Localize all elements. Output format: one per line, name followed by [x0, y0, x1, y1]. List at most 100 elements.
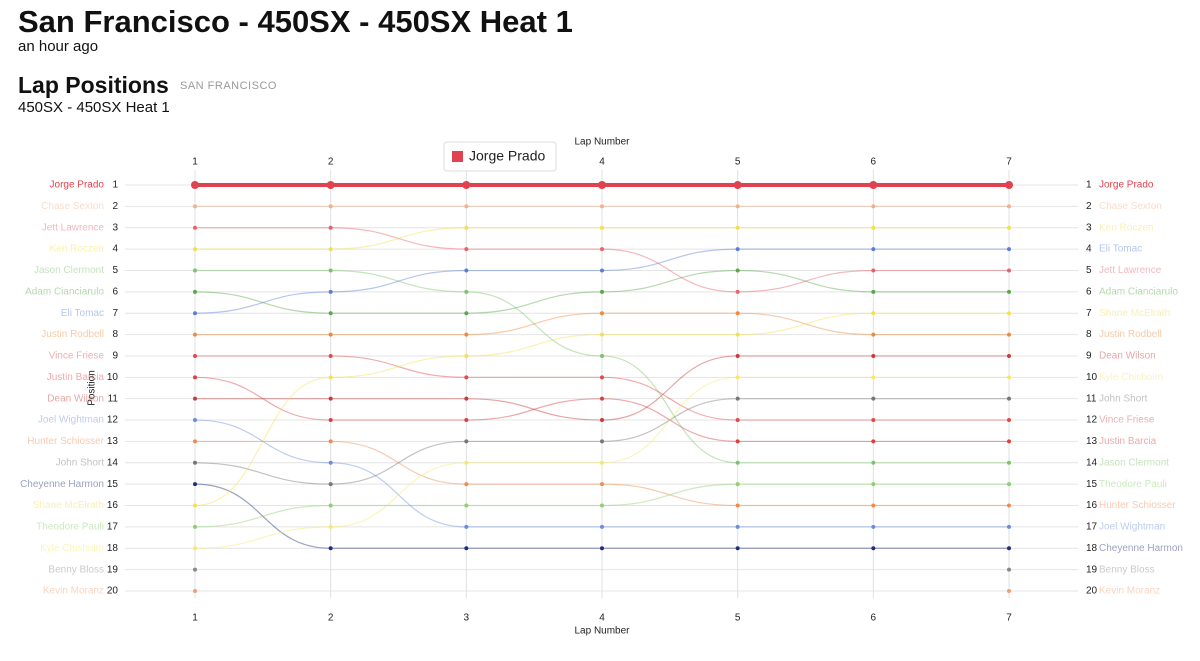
rider-name: Eli Tomac	[1099, 244, 1142, 255]
rider-name: Joel Wightman	[1099, 522, 1165, 533]
series: Jorge Prado 1 1 Jorge Prado	[50, 180, 1154, 191]
lap-point	[871, 247, 876, 252]
lap-point	[328, 396, 333, 401]
lap-point	[735, 460, 740, 465]
lap-point	[1007, 439, 1011, 444]
lap-point	[193, 268, 197, 273]
lap-point	[464, 439, 469, 444]
lap-point	[1007, 204, 1011, 209]
lap-point	[464, 311, 469, 316]
lap-point	[326, 181, 335, 189]
series: Jett Lawrence 3 5 Jett Lawrence	[42, 222, 1162, 294]
position-label: 4	[1086, 244, 1092, 255]
position-label: 2	[112, 201, 118, 212]
rider-name: Hunter Schiosser	[27, 436, 104, 447]
rider-name: Hunter Schiosser	[1099, 500, 1176, 511]
lap-point	[1007, 418, 1011, 423]
rider-name: Vince Friese	[49, 351, 105, 362]
rider-name: Jett Lawrence	[1099, 265, 1162, 276]
position-label: 15	[1086, 479, 1098, 490]
lap-point	[1007, 332, 1011, 337]
x-tick-label: 7	[1006, 613, 1012, 624]
lap-point	[464, 247, 469, 252]
chart-subtitle: 450SX - 450SX Heat 1	[18, 99, 170, 116]
rider-name: Shane McElrath	[1099, 308, 1170, 319]
page-title: San Francisco - 450SX - 450SX Heat 1	[18, 4, 573, 39]
lap-point	[328, 524, 333, 529]
lap-point	[733, 181, 742, 189]
lap-point	[193, 204, 197, 209]
position-label: 13	[1086, 436, 1098, 447]
position-label: 11	[1086, 393, 1097, 404]
position-label: 17	[107, 522, 119, 533]
rider-name: John Short	[1099, 393, 1148, 404]
lap-point	[193, 439, 197, 444]
series: Adam Cianciarulo 6 6 Adam Cianciarulo	[25, 268, 1178, 316]
lap-point	[871, 332, 876, 337]
rider-name: Adam Cianciarulo	[1099, 286, 1178, 297]
position-label: 9	[112, 351, 118, 362]
lap-point	[328, 460, 333, 465]
position-label: 4	[112, 244, 118, 255]
lap-point	[328, 311, 333, 316]
lap-point	[600, 268, 604, 273]
lap-point	[735, 396, 740, 401]
lap-point	[464, 460, 469, 465]
lap-point	[735, 225, 740, 230]
section-title: Lap Positions	[18, 72, 169, 98]
lap-point	[735, 482, 740, 487]
lap-point	[871, 375, 876, 380]
position-label: 12	[1086, 415, 1098, 426]
lap-point	[735, 204, 740, 209]
x-tick-label: 6	[871, 613, 877, 624]
position-label: 12	[107, 415, 119, 426]
lap-point	[871, 204, 876, 209]
lap-point	[600, 546, 604, 551]
lap-point	[1007, 524, 1011, 529]
position-label: 14	[1086, 457, 1098, 468]
position-label: 20	[1086, 586, 1098, 597]
rider-name: Justin Rodbell	[41, 329, 104, 340]
lap-point	[735, 353, 740, 358]
position-label: 14	[107, 457, 119, 468]
lap-point	[328, 332, 333, 337]
lap-point	[193, 289, 197, 294]
x-tick-label: 7	[1006, 157, 1012, 168]
lap-point	[328, 482, 333, 487]
lap-point	[871, 353, 876, 358]
lap-point	[735, 375, 740, 380]
x-tick-label: 4	[599, 613, 605, 624]
rider-name: Benny Bloss	[48, 564, 104, 575]
lap-point	[871, 396, 876, 401]
position-label: 15	[107, 479, 119, 490]
lap-point	[1007, 503, 1011, 508]
position-label: 1	[112, 180, 118, 191]
rider-name: Jason Clermont	[1099, 457, 1169, 468]
lap-point	[735, 418, 740, 423]
lap-point	[735, 268, 740, 273]
lap-point	[600, 204, 604, 209]
lap-point	[600, 396, 604, 401]
lap-point	[871, 418, 876, 423]
lap-point	[871, 268, 876, 273]
lap-point	[464, 503, 469, 508]
lap-point	[600, 332, 604, 337]
lap-point	[735, 311, 740, 316]
lap-point	[600, 289, 604, 294]
legend-box	[443, 141, 557, 172]
lap-point	[735, 247, 740, 252]
lap-point	[869, 181, 878, 189]
lap-point	[600, 482, 604, 487]
position-label: 19	[1086, 564, 1098, 575]
lap-point	[871, 225, 876, 230]
rider-name: Theodore Pauli	[1099, 479, 1167, 490]
lap-point	[871, 546, 876, 551]
series: Chase Sexton 2 2 Chase Sexton	[41, 201, 1162, 212]
lap-point	[462, 181, 471, 189]
lap-point	[193, 353, 197, 358]
lap-point	[193, 460, 197, 465]
